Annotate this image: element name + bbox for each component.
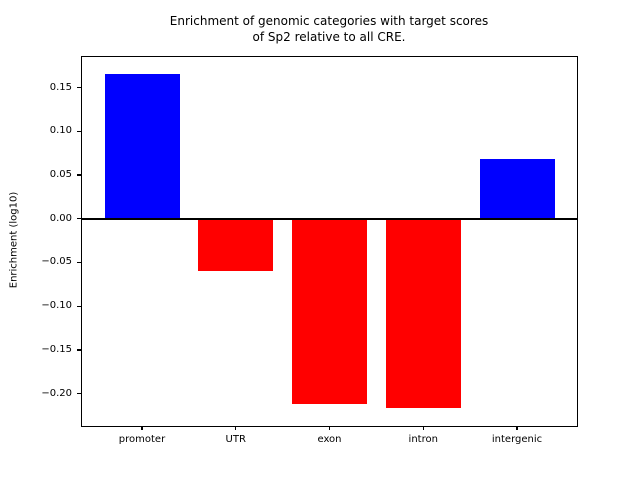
x-tick-mark [328,426,331,430]
bar-UTR [198,218,274,272]
y-tick-label: −0.20 [41,387,72,399]
y-tick-label: 0.15 [49,81,72,93]
y-tick-mark [77,349,81,351]
y-tick-mark [77,392,81,395]
x-tick-label-promoter: promoter [118,434,166,445]
y-tick-mark [77,130,81,132]
x-tick-mark [516,426,518,430]
x-tick-mark [235,426,237,430]
y-tick-mark [77,261,81,264]
x-tick-label-UTR: UTR [225,434,246,445]
x-tick-label-intron: intron [408,434,438,445]
x-tick-mark [141,426,143,430]
y-tick-label: −0.15 [41,343,72,355]
bar-exon [292,218,367,405]
y-tick-mark [77,305,81,307]
y-tick-label: 0.00 [49,212,72,224]
plot-area: 0.15 0.10 0.05 0.00 −0.05 −0.10 −0.15 −0.20 prom… [41,56,578,445]
y-tick-label: 0.05 [49,169,72,181]
y-tick-label: −0.05 [41,256,72,268]
y-axis-label: Enrichment (log10) [8,191,20,289]
bar-intron [385,218,461,409]
y-tick-label: 0.10 [49,125,72,137]
y-tick-mark [77,218,81,220]
x-tick-label-intergenic: intergenic [491,434,543,445]
x-tick-mark [422,426,424,430]
chart-title: Enrichment of genomic categories with ta… [169,14,489,44]
bar-promoter [104,74,180,219]
y-tick-label: −0.10 [41,300,72,312]
zero-line [82,217,577,220]
x-tick-label-exon: exon [317,434,342,445]
bar-intergenic [479,159,555,219]
y-tick-mark [77,174,81,176]
y-tick-mark [77,86,81,89]
